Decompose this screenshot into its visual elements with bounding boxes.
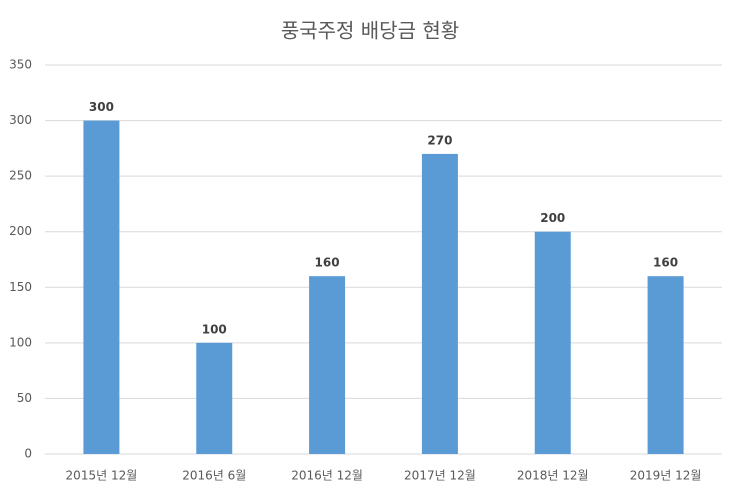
data-label: 200 — [540, 211, 565, 225]
y-tick-label: 150 — [9, 280, 32, 294]
bar — [421, 153, 458, 454]
data-label: 270 — [427, 133, 452, 147]
bar — [534, 231, 571, 454]
y-tick-label: 100 — [9, 335, 32, 349]
y-tick-label: 0 — [24, 447, 32, 461]
x-tick-label: 2018년 12월 — [517, 469, 589, 483]
bar — [83, 120, 120, 455]
data-label: 160 — [653, 256, 678, 270]
y-tick-label: 200 — [9, 224, 32, 238]
data-label: 100 — [202, 322, 227, 336]
x-tick-label: 2017년 12월 — [404, 469, 476, 483]
x-tick-label: 2015년 12월 — [66, 469, 138, 483]
y-tick-label: 350 — [9, 58, 32, 72]
bar — [196, 342, 233, 454]
data-label: 300 — [89, 100, 114, 114]
x-tick-label: 2016년 6월 — [182, 469, 246, 483]
bar — [647, 276, 684, 454]
y-tick-label: 50 — [17, 391, 32, 405]
y-tick-label: 250 — [9, 169, 32, 183]
x-tick-label: 2016년 12월 — [291, 469, 363, 483]
x-tick-label: 2019년 12월 — [630, 469, 702, 483]
y-tick-label: 300 — [9, 113, 32, 127]
bar — [309, 276, 346, 454]
chart-title: 풍국주정 배당금 현황 — [281, 19, 459, 43]
data-label: 160 — [315, 256, 340, 270]
